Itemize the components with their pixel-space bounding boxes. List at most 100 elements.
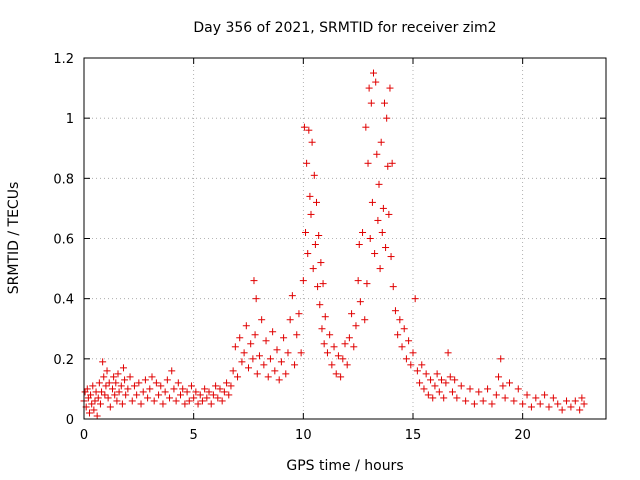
- data-point: [424, 391, 432, 399]
- data-point: [545, 403, 553, 411]
- data-point: [95, 379, 103, 387]
- data-point: [541, 391, 549, 399]
- data-point: [183, 388, 191, 396]
- data-point: [264, 373, 272, 381]
- data-point: [207, 400, 215, 408]
- data-point: [311, 241, 319, 249]
- data-point: [373, 150, 381, 158]
- data-point: [220, 388, 228, 396]
- data-point: [332, 370, 340, 378]
- y-tick-label: 0: [66, 413, 74, 428]
- data-point: [152, 379, 160, 387]
- data-point: [442, 379, 450, 387]
- data-point: [317, 259, 325, 267]
- data-point: [341, 340, 349, 348]
- data-point: [315, 231, 323, 239]
- data-point: [155, 391, 163, 399]
- data-point: [139, 388, 147, 396]
- data-point: [185, 397, 193, 405]
- data-point: [216, 385, 224, 393]
- data-point: [242, 322, 250, 330]
- data-point: [440, 394, 448, 402]
- data-point: [339, 355, 347, 363]
- data-point: [255, 352, 263, 360]
- data-point: [135, 379, 143, 387]
- data-point: [114, 370, 122, 378]
- y-axis-title: SRMTID / TECUs: [6, 182, 22, 295]
- data-point: [150, 397, 158, 405]
- y-tick-label: 1: [66, 112, 74, 127]
- data-point: [492, 391, 500, 399]
- data-point: [91, 397, 99, 405]
- data-point: [144, 394, 152, 402]
- data-point: [366, 235, 374, 242]
- data-point: [291, 361, 299, 369]
- data-point: [316, 301, 324, 309]
- data-point: [400, 325, 408, 333]
- data-point: [387, 253, 395, 261]
- data-point: [370, 69, 378, 77]
- data-point: [170, 385, 178, 393]
- data-point: [96, 400, 104, 408]
- data-point: [431, 382, 439, 390]
- data-point: [89, 382, 97, 390]
- data-point: [118, 400, 126, 408]
- data-point: [362, 123, 370, 131]
- data-point: [113, 397, 121, 405]
- data-point: [319, 280, 327, 288]
- data-point: [378, 228, 386, 236]
- data-point: [174, 379, 182, 387]
- data-point: [106, 403, 114, 411]
- data-point: [229, 367, 237, 375]
- data-point: [384, 162, 392, 170]
- data-point: [238, 358, 246, 366]
- data-point: [376, 265, 384, 273]
- data-point: [247, 340, 255, 348]
- data-point: [231, 343, 239, 351]
- data-point: [126, 373, 134, 381]
- data-point: [137, 400, 145, 408]
- data-point: [352, 322, 360, 330]
- data-point: [110, 373, 118, 381]
- data-point: [295, 310, 303, 318]
- data-point: [364, 159, 372, 167]
- data-point: [580, 400, 588, 408]
- data-point: [495, 373, 503, 381]
- data-point: [146, 385, 154, 393]
- data-point: [385, 210, 393, 218]
- data-point: [532, 394, 540, 402]
- data-point: [300, 123, 308, 131]
- data-point: [343, 361, 351, 369]
- data-point: [262, 337, 270, 345]
- data-point: [558, 406, 566, 414]
- data-point: [269, 328, 277, 336]
- data-point: [223, 379, 231, 387]
- data-point: [310, 171, 318, 179]
- x-axis-title: GPS time / hours: [286, 458, 403, 474]
- data-point: [413, 367, 421, 375]
- data-point: [350, 343, 358, 351]
- data-point: [371, 250, 379, 258]
- chart-title: Day 356 of 2021, SRMTID for receiver zim…: [193, 20, 496, 36]
- y-tick-label: 1.2: [53, 52, 74, 67]
- data-point: [90, 406, 98, 414]
- data-point: [115, 388, 123, 396]
- data-point: [402, 355, 410, 363]
- data-point: [576, 406, 584, 414]
- data-point: [303, 159, 311, 167]
- data-point: [179, 385, 187, 393]
- data-point: [457, 382, 465, 390]
- data-point: [354, 277, 362, 285]
- data-point: [280, 334, 288, 342]
- data-point: [103, 367, 111, 375]
- y-tick-labels: 0 0.2 0.4 0.6 0.8 1 1.2: [53, 52, 74, 428]
- data-point: [377, 138, 385, 146]
- data-point: [466, 385, 474, 393]
- y-tick-label: 0.8: [53, 172, 74, 187]
- data-point: [427, 376, 435, 384]
- data-point: [101, 391, 109, 399]
- data-point: [571, 397, 579, 405]
- data-point: [438, 376, 446, 384]
- data-point: [382, 244, 390, 252]
